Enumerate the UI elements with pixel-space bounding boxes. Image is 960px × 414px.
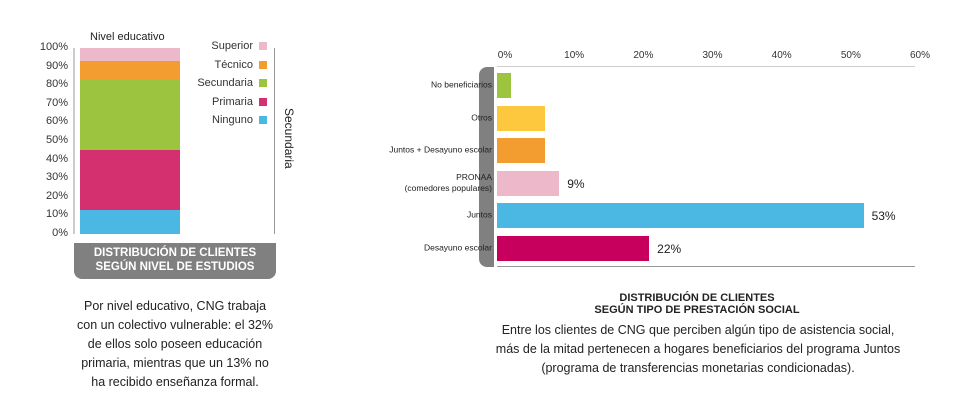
caption-line: Entre los clientes de CNG que perciben a… (501, 323, 895, 337)
bar-value-label: 9% (567, 176, 585, 191)
bar-3 (497, 170, 560, 196)
right-caption: Entre los clientes de CNG que perciben a… (470, 321, 926, 378)
stack-segment-ninguno (80, 209, 180, 234)
caption-line: (programa de transferencias monetarias c… (541, 361, 855, 375)
title-line: SEGÚN NIVEL DE ESTUDIOS (95, 261, 255, 273)
y-tick-label: 70% (45, 96, 68, 109)
legend-swatch (259, 60, 267, 69)
bar-5 (497, 235, 650, 261)
y-tick-label: 50% (45, 134, 68, 146)
legend-label: Técnico (214, 58, 253, 71)
x-tick-label: 20% (633, 50, 654, 61)
title-line: DISTRIBUCIÓN DE CLIENTES (93, 247, 257, 259)
caption-line: de ellos solo poseen educación (87, 337, 263, 351)
y-tick-label: 0% (52, 227, 68, 239)
category-bracket (479, 67, 494, 267)
bar-4 (497, 203, 864, 228)
caption-line: ha recibido enseñanza formal. (91, 375, 259, 389)
y-tick-label: 80% (45, 78, 68, 91)
category-label: Juntos + Desayuno escolar (389, 145, 492, 156)
category-label-line: (comedores populares) (404, 182, 492, 193)
legend-swatch (259, 116, 267, 124)
x-axis-label: Nivel educativo (90, 31, 165, 43)
caption-line: Por nivel educativo, CNG trabaja (83, 299, 267, 313)
stack-segment-técnico (80, 61, 180, 80)
category-label-line: No beneficiarios (431, 79, 492, 90)
category-label: Desayuno escolar (424, 242, 492, 253)
category-label-line: Otros (471, 112, 492, 122)
legend-swatch (259, 97, 267, 106)
category-label: Juntos (467, 210, 492, 221)
legend-item: Primaria (212, 96, 267, 108)
x-tick-label: 30% (702, 50, 723, 61)
bar-0 (497, 73, 511, 98)
bar-value-label: 53% (871, 209, 896, 223)
y-tick-label: 30% (45, 171, 68, 184)
y-tick-label: 60% (45, 115, 68, 128)
legend-label: Secundaria (197, 77, 253, 89)
x-axis-top-line (497, 66, 915, 67)
y-tick-label: 10% (45, 208, 68, 221)
title-line: DISTRIBUCIÓN DE CLIENTES (619, 292, 775, 304)
category-label-line: Juntos (466, 209, 492, 220)
x-tick-label: 40% (771, 50, 792, 61)
y-tick-label: 40% (45, 152, 68, 165)
legend-item: Técnico (214, 59, 267, 71)
stack-segment-secundaria (80, 79, 180, 151)
left-caption: Por nivel educativo, CNG trabaja con un … (50, 297, 300, 392)
legend-swatch (259, 42, 267, 50)
category-label-line: Juntos + Desayuno escolar (389, 144, 492, 155)
y-tick-label: 90% (45, 59, 68, 72)
x-tick-label: 0% (497, 50, 513, 61)
category-label: Otros (471, 112, 492, 123)
legend-divider (274, 48, 275, 234)
y-axis-line (73, 48, 75, 234)
category-label-line: PRONAA (456, 171, 492, 182)
y-tick-label: 100% (39, 41, 68, 53)
caption-line: más de la mitad pertenecen a hogares ben… (495, 342, 901, 356)
legend-item: Superior (211, 40, 267, 52)
bar-1 (497, 105, 546, 131)
side-label: Secundaria (282, 108, 296, 169)
left-chart-title: DISTRIBUCIÓN DE CLIENTES SEGÚN NIVEL DE … (74, 243, 276, 279)
legend-item: Secundaria (197, 77, 267, 89)
bar-2 (497, 138, 546, 163)
legend-label: Superior (211, 40, 253, 52)
bar-value-label: 22% (657, 241, 682, 256)
category-label-line: Desayuno escolar (423, 242, 492, 252)
caption-line: con un colectivo vulnerable: el 32% (77, 318, 273, 332)
category-label: No beneficiarios (431, 80, 492, 91)
stack-segment-primaria (80, 150, 180, 210)
x-tick-label: 60% (909, 50, 931, 61)
legend-swatch (259, 79, 267, 87)
legend-item: Ninguno (212, 114, 267, 126)
stack-segment-superior (80, 48, 180, 62)
x-tick-label: 10% (564, 50, 585, 61)
right-chart-title: DISTRIBUCIÓN DE CLIENTES SEGÚN TIPO DE P… (560, 292, 834, 316)
x-tick-label: 50% (840, 50, 861, 61)
category-label: PRONAA (comedores populares) (405, 172, 492, 194)
legend-label: Primaria (212, 95, 253, 108)
title-line: SEGÚN TIPO DE PRESTACIÓN SOCIAL (594, 304, 800, 316)
y-tick-label: 20% (45, 189, 68, 202)
legend-label: Ninguno (212, 114, 253, 126)
caption-line: primaria, mientras que un 13% no (81, 356, 269, 370)
x-axis-bottom-line (497, 266, 915, 267)
